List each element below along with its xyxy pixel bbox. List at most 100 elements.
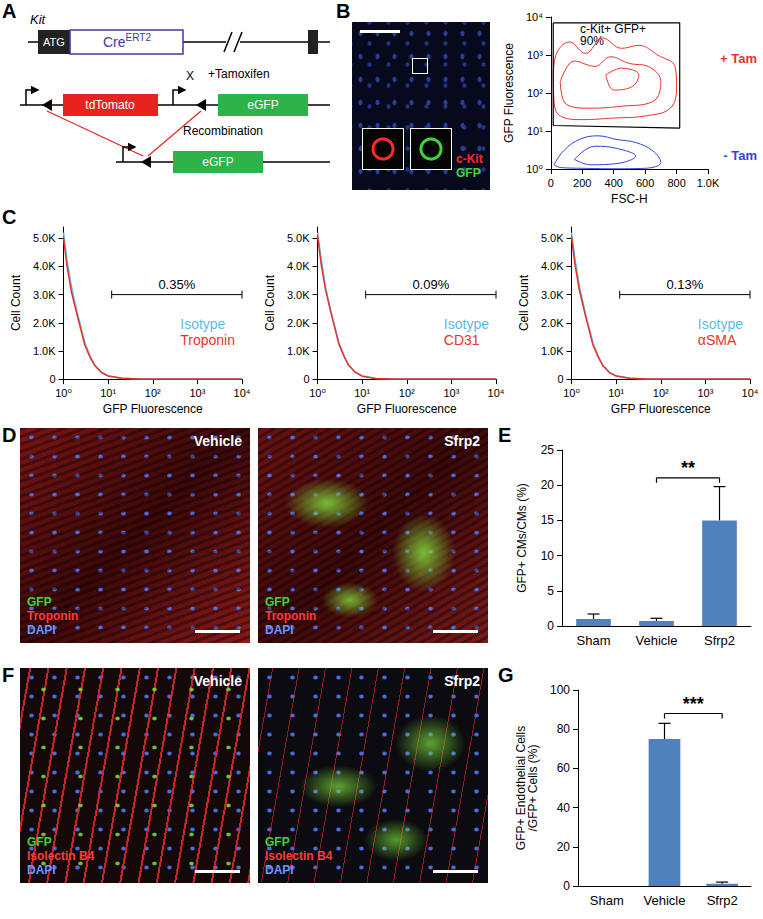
svg-text:10¹: 10¹: [354, 387, 370, 399]
svg-text:2.0K: 2.0K: [541, 317, 564, 329]
svg-text:0.13%: 0.13%: [666, 277, 703, 292]
svg-text:10²: 10²: [653, 387, 669, 399]
svg-text:10³: 10³: [697, 387, 713, 399]
svg-text:90%: 90%: [580, 34, 604, 48]
svg-text:10³: 10³: [189, 387, 205, 399]
svg-text:15: 15: [541, 513, 555, 527]
svg-text:10⁰: 10⁰: [55, 387, 72, 399]
svg-text:Sham: Sham: [590, 893, 624, 908]
svg-text:5.0K: 5.0K: [287, 232, 310, 244]
svg-text:Isotype: Isotype: [444, 316, 489, 332]
html-text:Sfrp2: Sfrp2: [444, 673, 480, 689]
svg-text:60: 60: [557, 761, 571, 775]
svg-text:200: 200: [573, 177, 591, 189]
svg-text:0: 0: [303, 373, 309, 385]
svg-text:Sham: Sham: [577, 633, 611, 648]
svg-text:10¹: 10¹: [608, 387, 624, 399]
svg-text:4.0K: 4.0K: [541, 260, 564, 272]
svg-text:10⁴: 10⁴: [488, 387, 505, 399]
svg-text:4.0K: 4.0K: [287, 260, 310, 272]
svg-text:Isotype: Isotype: [698, 316, 743, 332]
svg-text:25: 25: [541, 443, 555, 457]
svg-text:1.0K: 1.0K: [287, 345, 310, 357]
svg-text:+ Tam: + Tam: [720, 51, 757, 66]
svg-text:Isotype: Isotype: [180, 316, 225, 332]
svg-text:1.0K: 1.0K: [541, 345, 564, 357]
svg-text:10¹: 10¹: [527, 125, 543, 137]
svg-text:0.09%: 0.09%: [412, 277, 449, 292]
svg-text:Cell Count: Cell Count: [263, 274, 277, 331]
svg-text:/GFP+ Cells (%): /GFP+ Cells (%): [526, 744, 540, 831]
svg-text:Sfrp2: Sfrp2: [707, 893, 738, 908]
svg-text:***: ***: [683, 694, 704, 714]
html-text:G: G: [498, 664, 514, 686]
svg-text:- Tam: - Tam: [723, 148, 757, 163]
svg-text:0.35%: 0.35%: [158, 277, 195, 292]
svg-text:20: 20: [557, 840, 571, 854]
svg-text:Vehicle: Vehicle: [636, 633, 678, 648]
svg-text:10³: 10³: [527, 49, 543, 61]
svg-text:10⁴: 10⁴: [234, 387, 251, 399]
svg-text:10⁴: 10⁴: [526, 11, 543, 23]
svg-text:αSMA: αSMA: [698, 332, 737, 348]
svg-text:0: 0: [557, 373, 563, 385]
svg-text:0: 0: [563, 879, 570, 893]
html-text:Vehicle: Vehicle: [193, 673, 242, 689]
svg-text:GFP+ CMs/CMs (%): GFP+ CMs/CMs (%): [515, 483, 529, 593]
svg-text:800: 800: [667, 177, 685, 189]
svg-text:GFP Fluorescence: GFP Fluorescence: [103, 402, 203, 416]
svg-text:0: 0: [547, 619, 554, 633]
svg-text:0: 0: [548, 177, 554, 189]
svg-text:tdTomato: tdTomato: [85, 98, 135, 112]
svg-text:CD31: CD31: [444, 332, 480, 348]
svg-text:10: 10: [541, 549, 555, 563]
svg-text:10²: 10²: [527, 87, 543, 99]
svg-text:10⁴: 10⁴: [742, 387, 759, 399]
svg-text:10²: 10²: [399, 387, 415, 399]
svg-text:**: **: [681, 458, 695, 478]
svg-text:Cell Count: Cell Count: [517, 274, 531, 331]
svg-text:5.0K: 5.0K: [33, 232, 56, 244]
svg-text:4.0K: 4.0K: [33, 260, 56, 272]
svg-text:20: 20: [541, 478, 555, 492]
svg-text:10⁰: 10⁰: [563, 387, 580, 399]
svg-text:FSC-H: FSC-H: [611, 192, 648, 206]
svg-text:GFP Fluorescence: GFP Fluorescence: [611, 402, 711, 416]
svg-text:5: 5: [547, 584, 554, 598]
svg-text:3.0K: 3.0K: [287, 289, 310, 301]
html-text:Vehicle: Vehicle: [193, 433, 242, 449]
svg-text:2.0K: 2.0K: [33, 317, 56, 329]
svg-text:100: 100: [550, 683, 570, 697]
svg-text:X: X: [186, 69, 194, 83]
svg-text:10⁰: 10⁰: [309, 387, 326, 399]
svg-text:1.0K: 1.0K: [697, 177, 720, 189]
svg-text:3.0K: 3.0K: [33, 289, 56, 301]
svg-text:GFP Fluorescence: GFP Fluorescence: [502, 43, 516, 143]
svg-text:0: 0: [49, 373, 55, 385]
svg-text:3.0K: 3.0K: [541, 289, 564, 301]
svg-text:Sfrp2: Sfrp2: [704, 633, 735, 648]
svg-text:Vehicle: Vehicle: [644, 893, 686, 908]
svg-text:5.0K: 5.0K: [541, 232, 564, 244]
svg-text:GFP Fluorescence: GFP Fluorescence: [357, 402, 457, 416]
svg-text:eGFP: eGFP: [202, 155, 233, 169]
svg-text:Troponin: Troponin: [180, 332, 235, 348]
svg-text:1.0K: 1.0K: [33, 345, 56, 357]
svg-text:+Tamoxifen: +Tamoxifen: [208, 67, 270, 81]
svg-text:80: 80: [557, 722, 571, 736]
svg-text:CreERT2: CreERT2: [103, 32, 151, 50]
svg-text:ATG: ATG: [43, 36, 65, 48]
svg-text:eGFP: eGFP: [247, 98, 278, 112]
svg-text:40: 40: [557, 801, 571, 815]
svg-text:Kit: Kit: [30, 12, 47, 27]
svg-text:10²: 10²: [145, 387, 161, 399]
svg-text:400: 400: [605, 177, 623, 189]
svg-text:600: 600: [636, 177, 654, 189]
svg-text:Recombination: Recombination: [183, 124, 263, 138]
svg-text:10¹: 10¹: [100, 387, 116, 399]
html-text:Sfrp2: Sfrp2: [444, 433, 480, 449]
svg-text:Cell Count: Cell Count: [9, 274, 23, 331]
svg-text:10⁰: 10⁰: [526, 163, 543, 175]
svg-text:2.0K: 2.0K: [287, 317, 310, 329]
svg-text:10³: 10³: [443, 387, 459, 399]
